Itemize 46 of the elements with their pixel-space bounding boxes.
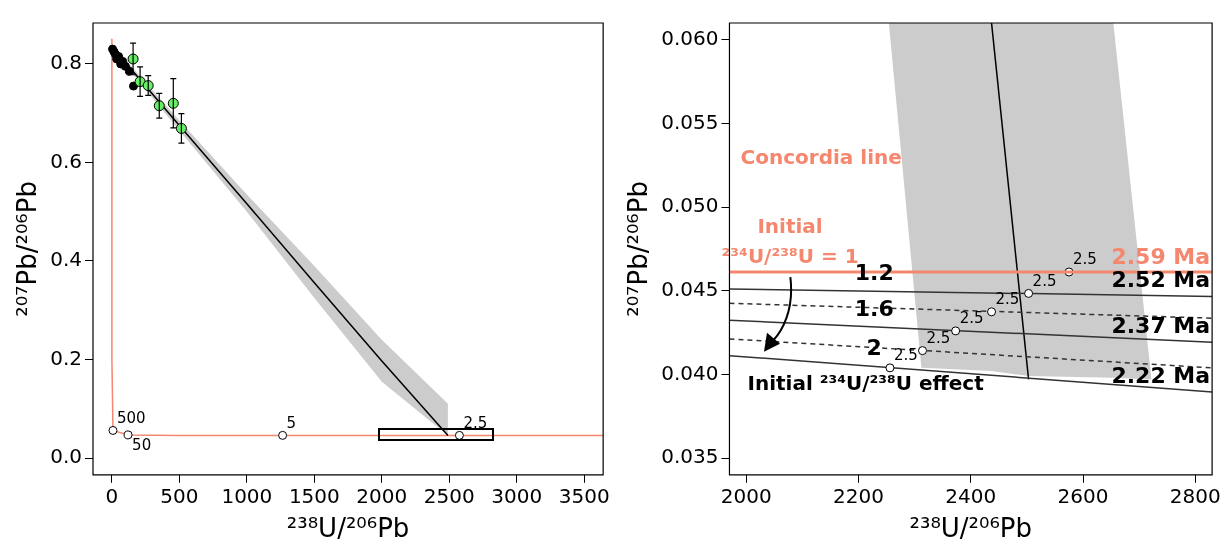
x-tick-label: 2600 [1057,484,1109,508]
annotation: Initial ²³⁴U/²³⁸U effect [747,370,985,395]
annotation: 2.22 Ma [1111,362,1211,388]
annotation: Concordia line [740,144,902,169]
y-tick-label: 0.050 [661,193,719,218]
x-tick-label: 3500 [558,484,610,508]
series-label: 2 [866,335,882,361]
annotation: 2.5 [926,329,951,348]
annotation: 2.5 [959,309,984,328]
annotation: 2.5 [893,346,918,365]
x-tick-label: 2000 [720,484,772,508]
x-tick-label: 1000 [221,484,273,508]
x-tick-label: 500 [160,484,199,508]
x-axis-title: ²³⁸U/²⁰⁶Pb [286,513,410,544]
series-label: 1.6 [854,295,894,321]
x-tick-label: 2500 [423,484,475,508]
y-tick-label: 0.6 [50,148,83,173]
annotation: 2.5 [1073,250,1097,269]
annotation: 2.5 [463,413,488,432]
x-tick-label: 2200 [833,484,884,508]
x-axis-title: ²³⁸U/²⁰⁶Pb [909,513,1033,544]
y-tick-label: 0.8 [50,50,83,75]
annotation: 2.52 Ma [1111,267,1211,293]
y-tick-label: 0.2 [50,345,83,370]
annotation: 2.5 [995,290,1020,309]
y-tick-label: 0.4 [50,247,83,272]
y-tick-label: 0.035 [661,444,719,469]
y-tick-label: 0.0 [50,444,83,469]
annotation: 2.5 [1032,271,1057,290]
y-axis-title: ²⁰⁷Pb/²⁰⁶Pb [12,181,43,317]
y-axis-title: ²⁰⁷Pb/²⁰⁶Pb [623,181,654,317]
x-tick-label: 2800 [1169,484,1221,508]
annotation: 2.37 Ma [1111,312,1211,338]
x-tick-label: 1500 [288,484,340,508]
x-tick-label: 2400 [945,484,997,508]
x-tick-label: 3000 [491,484,543,508]
annotation: 5 [286,413,297,432]
y-tick-label: 0.060 [661,25,719,50]
y-tick-label: 0.055 [661,109,719,134]
x-tick-label: 2000 [356,484,408,508]
annotation: 50 [132,436,152,455]
y-tick-label: 0.040 [661,360,719,385]
annotation: 500 [116,408,146,427]
x-tick-label: 0 [105,484,119,508]
y-tick-label: 0.045 [661,276,719,301]
ref-line-label: 2.59 Ma [1111,243,1211,269]
